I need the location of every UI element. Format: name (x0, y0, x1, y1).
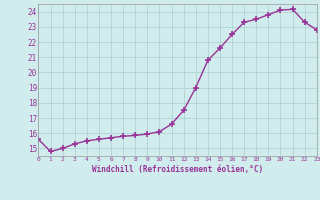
X-axis label: Windchill (Refroidissement éolien,°C): Windchill (Refroidissement éolien,°C) (92, 165, 263, 174)
